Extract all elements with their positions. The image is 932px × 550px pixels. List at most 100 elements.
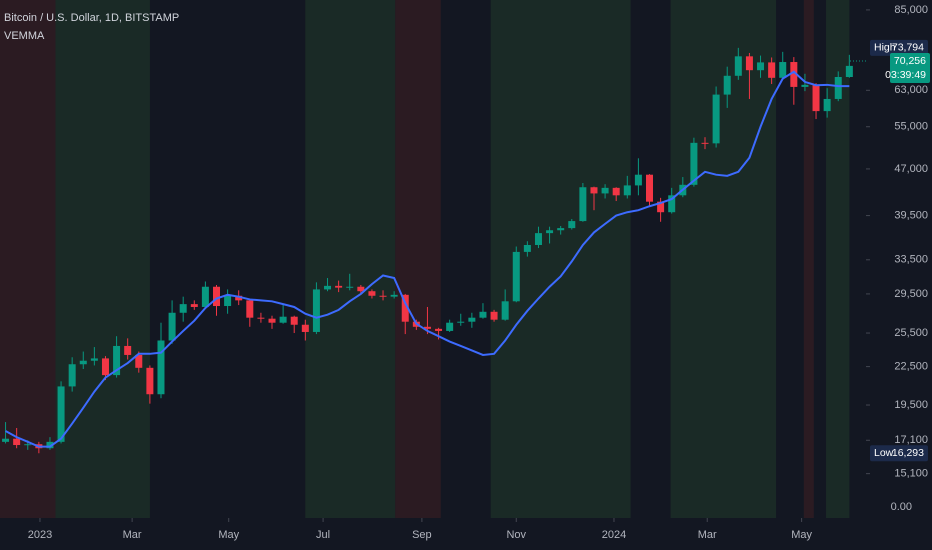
- candle-body: [734, 56, 742, 76]
- candle-body: [357, 286, 365, 292]
- chart-title: Bitcoin / U.S. Dollar, 1D, BITSTAMP: [4, 12, 179, 24]
- indicator-name: VEMMA: [4, 30, 45, 42]
- price-tag-value: 16,293: [892, 447, 924, 459]
- candle-body: [312, 289, 320, 332]
- y-tick-label: 17,100: [894, 434, 928, 446]
- candle-body: [90, 358, 98, 361]
- candle-body: [135, 354, 143, 368]
- x-tick-label: Mar: [123, 529, 142, 541]
- candle-body: [590, 187, 598, 194]
- y-tick-label: 29,500: [894, 288, 928, 300]
- candle-body: [24, 444, 32, 446]
- candle-body: [368, 291, 376, 296]
- candle-body: [812, 84, 820, 112]
- candle-body: [623, 185, 631, 196]
- candle-body: [745, 56, 753, 71]
- candle-body: [579, 187, 587, 222]
- candle-body: [457, 321, 465, 323]
- price-tag-name: High: [874, 42, 896, 54]
- candle-body: [701, 142, 709, 144]
- candle-body: [46, 441, 54, 449]
- y-tick-label: 47,000: [894, 163, 928, 175]
- candle-body: [435, 328, 443, 331]
- candle-body: [757, 62, 765, 71]
- zone: [55, 0, 150, 518]
- candle-body: [146, 367, 154, 395]
- candle-body: [390, 294, 398, 297]
- candle-body: [634, 174, 642, 186]
- candle-body: [723, 75, 731, 95]
- candle-body: [301, 324, 309, 332]
- candle-body: [79, 360, 87, 365]
- candle-body: [2, 438, 10, 442]
- candle-body: [168, 312, 176, 341]
- y-tick-label: 63,000: [894, 84, 928, 96]
- candle-body: [246, 300, 254, 318]
- candle-body: [557, 228, 565, 231]
- candle-body: [346, 286, 354, 288]
- candle-body: [324, 285, 332, 290]
- y-axis-bottom-label: 0.00: [891, 501, 912, 513]
- candle-body: [501, 301, 509, 320]
- price-tag-name: Low: [874, 447, 894, 459]
- candle-body: [790, 62, 798, 87]
- x-tick-label: 2024: [602, 529, 626, 541]
- x-tick-label: May: [791, 529, 812, 541]
- candle-body: [801, 84, 809, 87]
- y-tick-label: 33,500: [894, 254, 928, 266]
- zone: [490, 0, 631, 518]
- y-tick-label: 25,500: [894, 327, 928, 339]
- candle-body: [179, 304, 187, 313]
- candle-body: [224, 295, 232, 307]
- candle-body: [279, 316, 287, 323]
- candle-body: [668, 195, 676, 213]
- candle-body: [523, 244, 531, 252]
- y-tick-label: 19,500: [894, 399, 928, 411]
- y-tick-label: 39,500: [894, 209, 928, 221]
- candle-body: [690, 142, 698, 185]
- candle-body: [479, 311, 487, 318]
- candle-body: [546, 230, 554, 234]
- zone: [826, 0, 850, 518]
- candle-body: [568, 221, 576, 229]
- candle-body: [512, 251, 520, 302]
- candle-body: [657, 201, 665, 213]
- candle-body: [601, 187, 609, 194]
- candle-body: [401, 294, 409, 322]
- candle-body: [779, 62, 787, 78]
- x-tick-label: Sep: [412, 529, 432, 541]
- candle-body: [468, 317, 476, 322]
- candle-body: [612, 187, 620, 196]
- zone: [0, 0, 56, 518]
- zone: [395, 0, 441, 518]
- candle-body: [768, 62, 776, 78]
- candle-body: [201, 286, 209, 307]
- candle-body: [68, 364, 76, 387]
- candle-body: [290, 316, 298, 325]
- candle-body: [379, 295, 387, 297]
- candle-body: [490, 311, 498, 320]
- candle-body: [834, 77, 842, 99]
- candle-body: [213, 286, 220, 307]
- x-tick-label: 2023: [28, 529, 52, 541]
- zone: [305, 0, 396, 518]
- candle-body: [534, 233, 542, 245]
- price-tag-value: 73,794: [892, 42, 924, 54]
- x-tick-label: Jul: [316, 529, 330, 541]
- last-price-value: 70,256: [894, 55, 926, 67]
- countdown: 03:39:49: [885, 69, 926, 81]
- candle-body: [268, 318, 276, 323]
- y-tick-label: 85,000: [894, 4, 928, 16]
- candle-body: [101, 358, 109, 376]
- y-tick-label: 22,500: [894, 361, 928, 373]
- candle-body: [712, 94, 720, 144]
- y-tick-label: 15,100: [894, 468, 928, 480]
- indicator-line: [5, 70, 850, 448]
- candle-body: [124, 345, 132, 355]
- price-tag: [870, 445, 928, 462]
- candle-body: [335, 285, 343, 288]
- candle-body: [113, 345, 121, 376]
- candle-body: [190, 304, 198, 307]
- candle-body: [235, 295, 243, 301]
